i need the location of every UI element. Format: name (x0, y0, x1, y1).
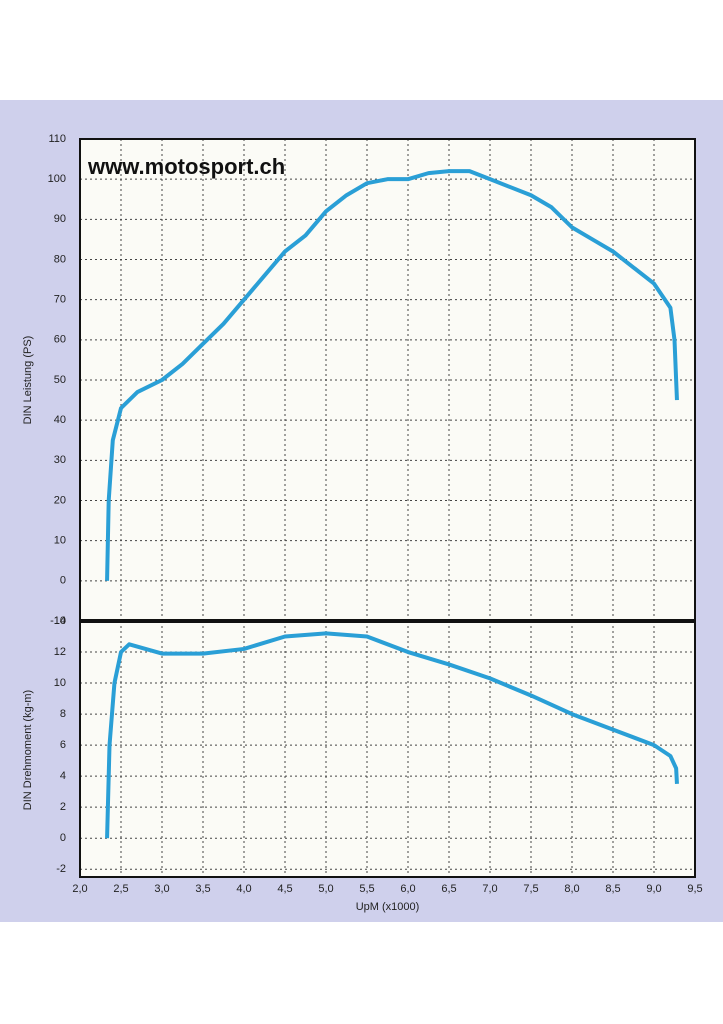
x-tick-label: 6,5 (441, 883, 456, 895)
y-tick-label: 14 (54, 615, 66, 627)
y-tick-label: 10 (54, 677, 66, 689)
y-tick-label: 6 (60, 739, 66, 751)
y-tick-label: 60 (54, 334, 66, 346)
x-tick-label: 5,0 (318, 883, 333, 895)
y-tick-label: 8 (60, 708, 66, 720)
x-axis-label: UpM (x1000) (356, 901, 420, 913)
y-tick-label: 110 (48, 133, 66, 145)
y-tick-label: 0 (60, 832, 66, 844)
y-tick-label: 0 (60, 575, 66, 587)
data-line (105, 169, 679, 581)
y-tick-label: 20 (54, 494, 66, 506)
x-tick-label: 7,0 (482, 883, 497, 895)
y-tick-label: 4 (60, 770, 66, 782)
y-tick-label: 80 (54, 253, 66, 265)
x-tick-label: 3,5 (195, 883, 210, 895)
x-tick-label: 2,5 (113, 883, 128, 895)
x-tick-label: 5,5 (359, 883, 374, 895)
y-tick-label: 90 (54, 213, 66, 225)
y-tick-label: 12 (54, 646, 66, 658)
y-axis-label: DIN Drehmoment (kg-m) (22, 690, 34, 810)
y-tick-label: 50 (54, 374, 66, 386)
y-tick-label: 70 (54, 294, 66, 306)
y-tick-label: 30 (54, 454, 66, 466)
x-tick-label: 4,0 (236, 883, 251, 895)
data-line (105, 631, 679, 839)
x-tick-label: 8,5 (605, 883, 620, 895)
x-tick-label: 7,5 (523, 883, 538, 895)
y-tick-label: 40 (54, 414, 66, 426)
annotation: www.motosport.ch (87, 154, 285, 179)
x-tick-label: 6,0 (400, 883, 415, 895)
x-tick-label: 9,5 (687, 883, 702, 895)
x-tick-label: 4,5 (277, 883, 292, 895)
y-tick-label: -10 (50, 615, 66, 627)
y-tick-label: 10 (54, 535, 66, 547)
y-axis-label: DIN Leistung (PS) (22, 336, 34, 425)
x-tick-label: 3,0 (154, 883, 169, 895)
x-tick-label: 2,0 (72, 883, 87, 895)
plot-background (80, 139, 695, 877)
x-tick-label: 9,0 (646, 883, 661, 895)
y-tick-label: 2 (60, 801, 66, 813)
y-tick-label: -2 (56, 863, 66, 875)
x-tick-label: 8,0 (564, 883, 579, 895)
y-tick-label: 100 (48, 173, 66, 185)
